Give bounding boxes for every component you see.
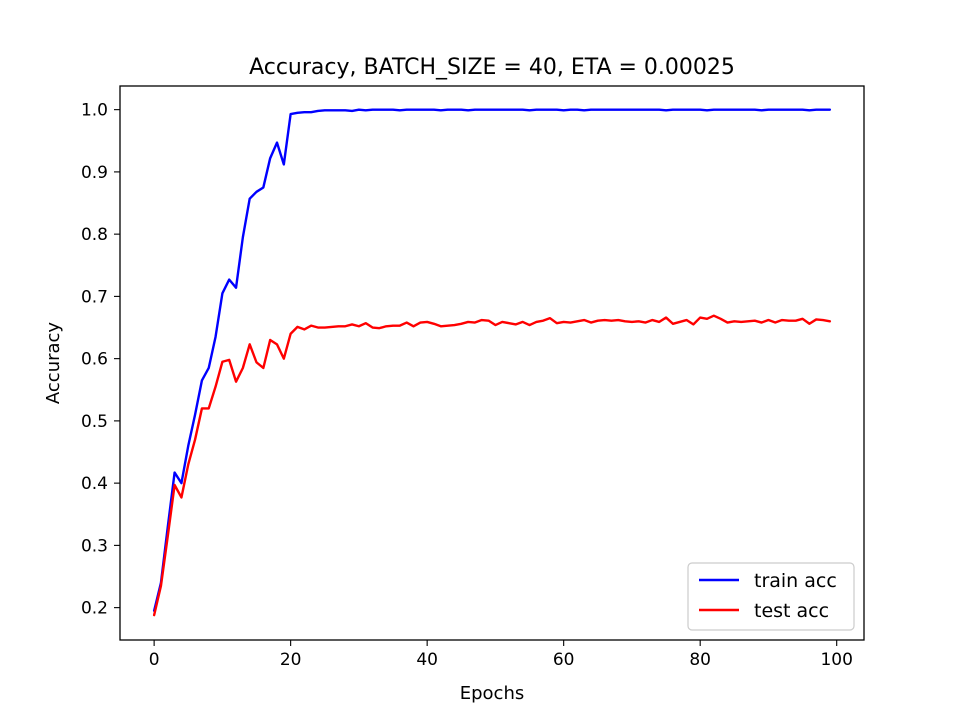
series-line-0	[152, 108, 832, 612]
x-tick-label: 40	[416, 650, 438, 670]
chart-title: Accuracy, BATCH_SIZE = 40, ETA = 0.00025	[249, 55, 735, 80]
x-axis-label: Epochs	[460, 683, 525, 704]
x-tick-label: 60	[553, 650, 575, 670]
plot-frame	[119, 85, 865, 641]
y-axis-label: Accuracy	[43, 322, 64, 405]
series-layer	[152, 108, 832, 617]
legend: train acc test acc	[687, 562, 855, 631]
y-tick-label: 0.3	[81, 536, 108, 556]
x-tick-label: 20	[280, 650, 302, 670]
y-tick-label: 0.6	[81, 350, 108, 370]
legend-label-1: test acc	[754, 600, 829, 622]
y-tick-label: 0.7	[81, 287, 108, 307]
x-tick-label: 100	[820, 650, 852, 670]
y-tick-label: 0.2	[81, 599, 108, 619]
y-tick-label: 0.9	[81, 163, 108, 183]
legend-label-0: train acc	[754, 570, 837, 592]
y-tick-label: 0.5	[81, 412, 108, 432]
series-line-1	[152, 314, 832, 617]
y-tick-label: 0.8	[81, 225, 108, 245]
x-tick-label: 0	[149, 650, 160, 670]
y-tick-label: 0.4	[81, 474, 108, 494]
x-tick-label: 80	[689, 650, 711, 670]
y-axis: 0.2 0.3 0.4 0.5 0.6 0.7 0.8 0.9 1.0	[81, 101, 120, 619]
x-axis: 0 20 40 60 80 100	[149, 640, 853, 670]
y-tick-label: 1.0	[81, 101, 108, 121]
